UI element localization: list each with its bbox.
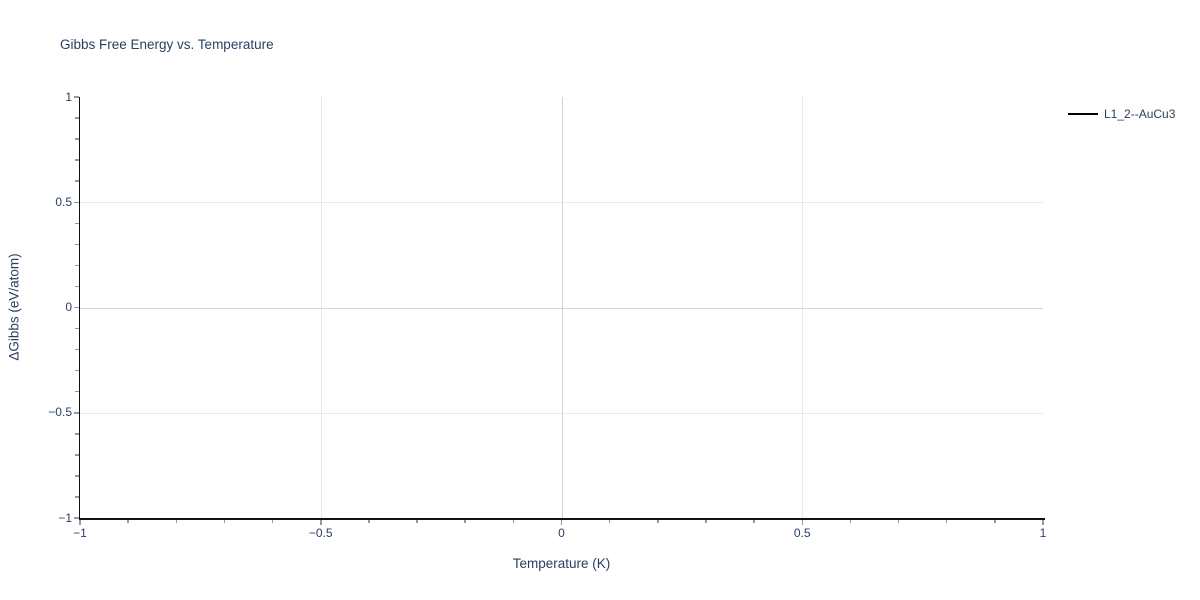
y-minor-tick xyxy=(75,327,79,330)
y-minor-tick xyxy=(75,475,79,477)
y-minor-tick xyxy=(75,117,79,119)
y-major-tick xyxy=(73,306,79,309)
x-axis-line xyxy=(78,518,1045,520)
y-tick-label: 0.5 xyxy=(55,194,72,209)
y-gridline xyxy=(80,412,1043,414)
y-minor-tick xyxy=(75,369,79,372)
x-minor-tick xyxy=(368,519,370,523)
legend-line-swatch xyxy=(1068,112,1098,116)
x-minor-tick xyxy=(175,519,178,523)
x-minor-tick xyxy=(512,519,515,523)
x-minor-tick xyxy=(657,519,659,523)
y-minor-tick xyxy=(75,454,79,456)
y-minor-tick xyxy=(75,138,79,140)
y-major-tick xyxy=(73,201,79,203)
y-tick-label: −1 xyxy=(58,510,72,525)
y-major-tick xyxy=(73,517,79,519)
legend: L1_2--AuCu3 xyxy=(1068,106,1175,122)
x-minor-tick xyxy=(416,519,418,523)
x-minor-tick xyxy=(945,519,948,523)
x-major-tick xyxy=(560,519,563,525)
x-minor-tick xyxy=(897,519,900,523)
y-minor-tick xyxy=(75,433,79,435)
y-minor-tick xyxy=(75,180,79,182)
x-tick-label: 1 xyxy=(1039,526,1047,540)
x-tick-label: 0 xyxy=(558,526,565,540)
x-major-tick xyxy=(320,519,322,525)
y-gridline xyxy=(80,202,1043,204)
y-minor-tick xyxy=(75,243,79,246)
x-axis-title: Temperature (K) xyxy=(512,556,611,571)
x-minor-tick xyxy=(223,519,226,523)
y-minor-tick xyxy=(75,390,79,393)
y-minor-tick xyxy=(75,159,79,161)
y-major-tick xyxy=(73,96,79,98)
legend-item[interactable]: L1_2--AuCu3 xyxy=(1068,106,1175,122)
y-minor-tick xyxy=(75,222,79,225)
x-tick-label: −1 xyxy=(73,526,87,540)
legend-label: L1_2--AuCu3 xyxy=(1104,106,1176,121)
y-tick-label: −0.5 xyxy=(48,405,72,420)
x-minor-tick xyxy=(608,519,611,523)
x-minor-tick xyxy=(464,519,466,523)
y-minor-tick xyxy=(75,348,79,351)
x-major-tick xyxy=(79,519,81,525)
x-major-tick xyxy=(1042,519,1044,525)
y-minor-tick xyxy=(75,264,79,267)
x-minor-tick xyxy=(271,519,274,523)
y-zeroline xyxy=(80,307,1043,309)
chart-title: Gibbs Free Energy vs. Temperature xyxy=(60,37,274,52)
x-minor-tick xyxy=(127,519,129,523)
x-minor-tick xyxy=(753,519,755,523)
y-minor-tick xyxy=(75,285,79,288)
x-minor-tick xyxy=(705,519,707,523)
y-major-tick xyxy=(73,412,79,414)
x-tick-label: 0.5 xyxy=(793,526,811,540)
x-minor-tick xyxy=(849,519,852,523)
x-major-tick xyxy=(801,519,803,525)
y-minor-tick xyxy=(75,496,79,498)
y-tick-label: 1 xyxy=(65,89,72,104)
y-tick-label: 0 xyxy=(65,300,72,314)
y-axis-line xyxy=(78,97,80,520)
x-minor-tick xyxy=(994,519,996,523)
x-tick-label: −0.5 xyxy=(308,526,333,540)
